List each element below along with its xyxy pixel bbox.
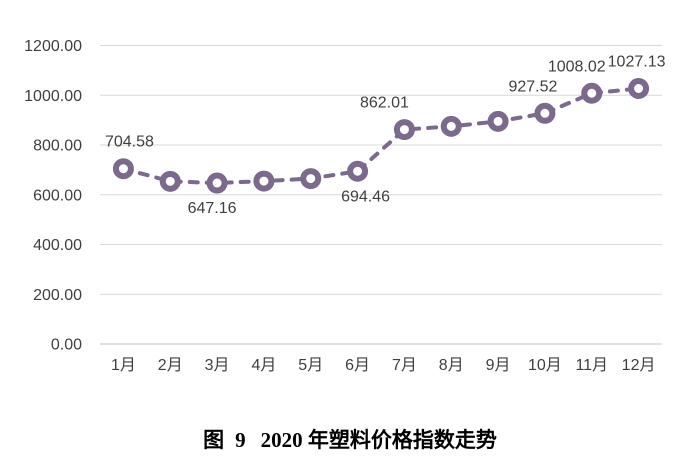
x-axis-label: 5月 bbox=[298, 357, 323, 374]
y-tick-label: 200.00 bbox=[33, 287, 82, 304]
y-tick-label: 1000.00 bbox=[24, 88, 82, 105]
data-label: 862.01 bbox=[360, 95, 409, 112]
y-tick-label: 0.00 bbox=[51, 337, 82, 354]
data-point-marker bbox=[534, 102, 556, 124]
x-axis-label: 9月 bbox=[486, 357, 511, 374]
data-point-marker bbox=[581, 82, 603, 104]
data-point-marker bbox=[253, 170, 275, 192]
data-point-marker bbox=[347, 160, 369, 182]
data-label: 694.46 bbox=[341, 188, 390, 205]
y-tick-label: 600.00 bbox=[33, 187, 82, 204]
figure-label: 图 bbox=[203, 428, 225, 452]
data-point-marker bbox=[440, 115, 462, 137]
x-axis-label: 7月 bbox=[392, 357, 417, 374]
data-point-marker bbox=[628, 78, 650, 100]
x-axis-label: 10月 bbox=[528, 357, 562, 374]
figure-title: 2020 年塑料价格指数走势 bbox=[260, 428, 497, 452]
x-axis-label: 11月 bbox=[575, 357, 608, 374]
figure-caption: 图 9 2020 年塑料价格指数走势 bbox=[0, 424, 700, 454]
data-label: 1027.13 bbox=[608, 54, 666, 71]
x-axis-label: 3月 bbox=[205, 357, 230, 374]
data-point-marker bbox=[393, 119, 415, 141]
x-axis-label: 8月 bbox=[439, 357, 464, 374]
x-axis-label: 12月 bbox=[622, 357, 656, 374]
x-axis-label: 2月 bbox=[158, 357, 183, 374]
x-axis-label: 1月 bbox=[111, 357, 136, 374]
data-point-marker bbox=[206, 172, 228, 194]
data-point-marker bbox=[487, 110, 509, 132]
y-tick-label: 400.00 bbox=[33, 237, 82, 254]
x-axis-label: 6月 bbox=[345, 357, 370, 374]
data-label: 1008.02 bbox=[548, 58, 606, 75]
data-point-marker bbox=[300, 168, 322, 190]
price-index-chart-svg: 0.00 200.00 400.00 600.00 800.00 1000.00 1200.… bbox=[24, 38, 666, 374]
data-point-marker bbox=[112, 158, 134, 180]
figure-number: 9 bbox=[235, 428, 246, 452]
price-index-chart: 0.00 200.00 400.00 600.00 800.00 1000.00 1200.… bbox=[24, 38, 666, 374]
y-tick-label: 800.00 bbox=[33, 138, 82, 155]
data-label: 647.16 bbox=[188, 200, 237, 217]
x-axis-label: 4月 bbox=[251, 357, 276, 374]
data-point-marker bbox=[159, 170, 181, 192]
y-tick-label: 1200.00 bbox=[24, 38, 82, 55]
data-label: 927.52 bbox=[508, 78, 557, 95]
data-label: 704.58 bbox=[105, 134, 154, 151]
